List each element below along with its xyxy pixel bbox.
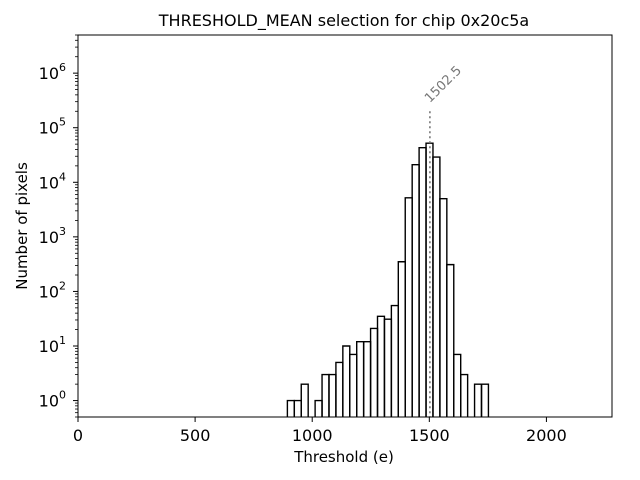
histogram-bin	[321, 373, 330, 417]
y-tick-label: 101	[39, 334, 66, 356]
histogram-bin	[480, 383, 490, 417]
histogram-bin	[335, 361, 344, 417]
histogram-bin	[425, 142, 434, 417]
histogram-bin	[356, 340, 365, 417]
histogram-bin	[293, 399, 302, 417]
histogram-bin	[349, 353, 358, 417]
x-tick-label: 1500	[409, 426, 450, 445]
y-tick-label: 106	[39, 61, 66, 83]
histogram-bin	[432, 156, 441, 417]
y-axis-label: Number of pixels	[13, 162, 31, 290]
histogram-bin	[362, 340, 372, 417]
y-tick-label: 103	[39, 225, 66, 247]
histogram-bin	[314, 399, 323, 417]
histogram-bin	[390, 304, 400, 417]
histogram-bin	[460, 373, 469, 417]
x-tick-label: 1000	[292, 426, 333, 445]
histogram-bin	[300, 383, 309, 417]
y-tick-label: 100	[39, 389, 66, 411]
chart-title: THRESHOLD_MEAN selection for chip 0x20c5…	[158, 11, 529, 31]
plot-frame	[77, 34, 613, 418]
histogram-bin	[404, 197, 413, 417]
threshold-marker-label: 1502.5	[422, 63, 465, 106]
histogram-bin	[342, 345, 351, 417]
histogram-bin	[411, 164, 420, 417]
histogram-bin	[453, 353, 462, 417]
histogram-bin	[369, 327, 379, 417]
x-tick-label: 2000	[526, 426, 567, 445]
histogram-bin	[439, 198, 448, 417]
histogram-bin	[383, 318, 393, 417]
y-tick-label: 102	[39, 279, 66, 301]
histogram-bin	[328, 373, 337, 417]
histogram-bin	[397, 261, 406, 417]
histogram-bin	[446, 263, 455, 417]
y-tick-label: 104	[39, 170, 66, 192]
x-tick-label: 0	[73, 426, 83, 445]
histogram-bin	[473, 383, 483, 417]
x-axis-label: Threshold (e)	[293, 448, 394, 466]
x-tick-label: 500	[180, 426, 211, 445]
y-tick-label: 105	[39, 116, 66, 138]
histogram-bin	[418, 147, 427, 417]
plot-area: 1502.5 0 500 1000 1500 2000 100 101 102 103 104 105…	[39, 34, 613, 445]
histogram-bin	[286, 399, 296, 417]
histogram-bin	[376, 315, 386, 417]
